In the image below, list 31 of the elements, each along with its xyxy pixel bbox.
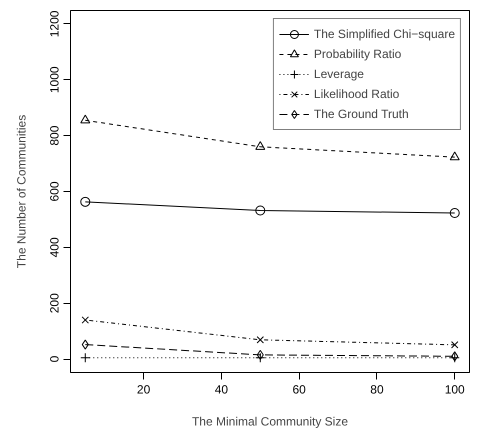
point [451,341,458,349]
x-tick-label: 40 [214,382,228,396]
point [80,114,90,124]
y-tick-label: 200 [48,292,62,314]
y-axis-title: The Number of Communities [14,114,28,268]
point [82,340,89,350]
y-tick-label: 1000 [48,66,62,94]
x-tick-label: 60 [292,382,306,396]
x-axis-title: The Minimal Community Size [192,414,348,428]
y-tick-label: 0 [48,355,62,362]
point [80,352,90,363]
point [450,208,460,218]
y-tick-label: 400 [48,237,62,258]
point [255,141,266,150]
y-tick-label: 800 [48,125,62,146]
x-tick-label: 80 [370,382,384,396]
legend-label: Probability Ratio [314,47,402,61]
y-tick-label: 600 [48,181,62,202]
point [255,206,266,216]
legend-label: The Ground Truth [314,107,409,121]
point [256,336,264,344]
legend-label: Leverage [314,67,364,81]
y-tick-label: 1200 [48,10,62,38]
legend-label: Likelihood Ratio [314,87,400,101]
point [80,196,90,207]
x-tick-label: 20 [136,382,151,396]
legend-label: The Simplified Chi−square [314,27,455,41]
x-tick-label: 100 [444,382,466,396]
point [256,350,264,360]
point [450,151,460,160]
point [82,316,89,324]
